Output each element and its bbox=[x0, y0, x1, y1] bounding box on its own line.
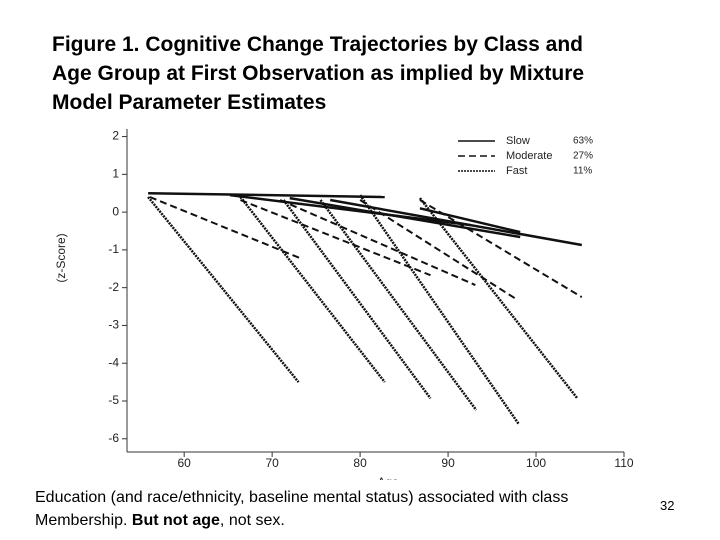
trajectory bbox=[419, 199, 583, 298]
trajectory bbox=[279, 199, 476, 286]
title-line: Model Parameter Estimates bbox=[52, 91, 327, 114]
y-tick-label: -6 bbox=[108, 431, 119, 445]
x-tick-label: 80 bbox=[353, 456, 367, 470]
trajectory bbox=[329, 198, 582, 247]
trajectory bbox=[149, 196, 301, 260]
trajectory bbox=[319, 199, 478, 411]
y-tick-label: 1 bbox=[112, 167, 119, 181]
x-tick-label: 110 bbox=[614, 456, 633, 470]
caption-text: Education (and race/ethnicity, baseline … bbox=[35, 489, 569, 529]
y-tick-label: -1 bbox=[108, 242, 119, 256]
y-tick-label: -4 bbox=[108, 355, 119, 369]
trajectory bbox=[282, 199, 432, 400]
trajectory bbox=[289, 196, 521, 239]
legend-share: 11% bbox=[573, 166, 592, 177]
title-line: Age Group at First Observation as implie… bbox=[52, 62, 585, 85]
x-tick-label: 70 bbox=[265, 456, 279, 470]
y-tick-label: -3 bbox=[108, 318, 119, 332]
x-tick-label: 100 bbox=[526, 456, 546, 470]
y-tick-label: 2 bbox=[112, 129, 119, 143]
legend-label: Moderate bbox=[506, 150, 552, 162]
trajectory bbox=[239, 196, 386, 383]
page-number: 32 bbox=[660, 498, 675, 513]
legend-share: 63% bbox=[573, 136, 593, 147]
x-tick-label: 60 bbox=[177, 456, 191, 470]
caption-text: , not sex. bbox=[219, 512, 285, 529]
legend-label: Slow bbox=[506, 135, 530, 147]
y-tick-label: -5 bbox=[108, 393, 119, 407]
title-line: Figure 1. Cognitive Change Trajectories … bbox=[52, 33, 583, 56]
caption: Education (and race/ethnicity, baseline … bbox=[35, 486, 655, 532]
trajectory bbox=[229, 193, 471, 227]
trajectory bbox=[419, 207, 521, 234]
x-tick-label: 90 bbox=[441, 456, 455, 470]
caption-bold: But not age bbox=[131, 512, 220, 529]
y-tick-label: 0 bbox=[112, 204, 119, 218]
trajectory bbox=[147, 196, 300, 383]
trajectory bbox=[148, 191, 385, 199]
slide-title: Figure 1. Cognitive Change Trajectories … bbox=[52, 30, 584, 117]
legend-label: Fast bbox=[506, 165, 527, 177]
x-axis-label: Age bbox=[377, 475, 399, 480]
trajectory bbox=[240, 199, 431, 277]
trajectory bbox=[418, 197, 579, 400]
trajectory bbox=[359, 199, 516, 300]
y-axis-label: (z-Score) bbox=[54, 233, 68, 282]
chart: -6 -5 -4 -3 -2 -1 0 1 2 60 70 80 90 100 110 Age (z-Score… bbox=[54, 129, 634, 480]
legend-share: 27% bbox=[573, 151, 593, 162]
trajectory bbox=[359, 194, 520, 425]
y-tick-label: -2 bbox=[108, 280, 119, 294]
